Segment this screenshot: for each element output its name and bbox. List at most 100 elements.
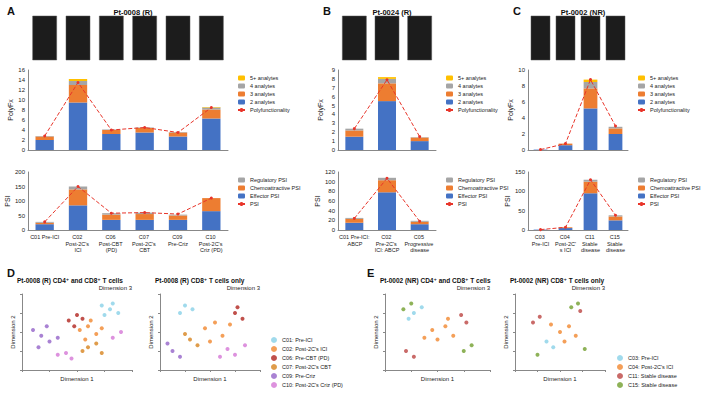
svg-text:PolyFx: PolyFx (317, 99, 325, 121)
svg-text:Pre-2C's: Pre-2C's (376, 241, 399, 247)
svg-text:Regulatory PSI: Regulatory PSI (250, 177, 287, 183)
svg-text:0: 0 (332, 227, 336, 233)
svg-text:0: 0 (522, 147, 526, 153)
svg-text:s ICI: s ICI (560, 247, 572, 253)
svg-text:Dimension 2: Dimension 2 (503, 315, 509, 349)
svg-text:CBT: CBT (139, 247, 151, 253)
svg-text:C04: C04 (560, 234, 572, 240)
svg-text:ICI: ABCP: ICI: ABCP (375, 247, 400, 253)
svg-text:6: 6 (22, 117, 26, 123)
svg-text:Pre-ICI: Pre-ICI (532, 241, 550, 247)
svg-text:Pt-0024 (R): Pt-0024 (R) (372, 8, 412, 17)
svg-text:C11: Stable disease: C11: Stable disease (628, 373, 677, 379)
svg-text:C10: Post-2C's Criz (PD): C10: Post-2C's Criz (PD) (282, 382, 343, 388)
svg-text:Post-2C's: Post-2C's (199, 241, 224, 247)
svg-text:10: 10 (18, 97, 25, 103)
svg-text:Dimension 2: Dimension 2 (10, 315, 16, 349)
svg-text:C02: C02 (381, 234, 393, 240)
svg-text:0: 0 (22, 227, 26, 233)
svg-text:0: 0 (522, 227, 526, 233)
svg-text:12: 12 (18, 87, 25, 93)
svg-text:5+ analytes: 5+ analytes (458, 75, 487, 81)
svg-text:8: 8 (522, 83, 526, 89)
svg-text:0: 0 (22, 147, 26, 153)
svg-text:2: 2 (22, 137, 26, 143)
svg-text:C01 Pre-ICI: C01 Pre-ICI (30, 234, 60, 240)
svg-text:disease: disease (581, 247, 600, 253)
svg-text:50: 50 (518, 208, 525, 214)
svg-text:PSI: PSI (650, 201, 659, 207)
svg-text:Pt-0002 (NR): Pt-0002 (NR) (561, 8, 606, 17)
svg-text:disease: disease (606, 247, 625, 253)
svg-text:2: 2 (522, 131, 526, 137)
svg-text:Dimension 3: Dimension 3 (457, 285, 491, 291)
svg-text:Pt-0002 (NR) CD4⁺ and CD8⁺ T c: Pt-0002 (NR) CD4⁺ and CD8⁺ T cells (380, 277, 491, 285)
svg-text:C04: Post-2C's ICI: C04: Post-2C's ICI (628, 364, 674, 370)
svg-text:5+ analytes: 5+ analytes (250, 75, 279, 81)
svg-text:Polyfunctionality: Polyfunctionality (650, 107, 690, 113)
svg-text:C01 Pre-ICI:: C01 Pre-ICI: (339, 234, 370, 240)
svg-text:6: 6 (332, 94, 336, 100)
svg-text:4 analytes: 4 analytes (250, 83, 275, 89)
svg-text:5: 5 (332, 103, 336, 109)
svg-text:4 analytes: 4 analytes (650, 83, 675, 89)
svg-text:150: 150 (515, 169, 526, 175)
svg-text:Dimension 2: Dimension 2 (148, 315, 154, 349)
svg-text:Chemoattractive PSI: Chemoattractive PSI (250, 185, 301, 191)
svg-text:100: 100 (15, 198, 26, 204)
svg-text:C06: C06 (106, 234, 118, 240)
svg-text:Effector PSI: Effector PSI (650, 193, 680, 199)
svg-text:50: 50 (18, 213, 25, 219)
svg-text:4: 4 (522, 115, 526, 121)
svg-text:Pt-0008 (R) CD8⁺ T cells only: Pt-0008 (R) CD8⁺ T cells only (155, 277, 245, 285)
svg-text:20: 20 (328, 217, 335, 223)
svg-text:Dimension 3: Dimension 3 (99, 285, 133, 291)
svg-text:200: 200 (15, 169, 26, 175)
svg-text:Regulatory PSI: Regulatory PSI (650, 177, 687, 183)
svg-text:Pt-0002 (NR) CD8⁺ T cells only: Pt-0002 (NR) CD8⁺ T cells only (510, 277, 604, 285)
svg-text:3 analytes: 3 analytes (458, 91, 483, 97)
svg-text:2 analytes: 2 analytes (650, 99, 675, 105)
svg-text:PolyFx: PolyFx (7, 99, 15, 121)
svg-text:C10: C10 (206, 234, 218, 240)
svg-text:PSI: PSI (504, 195, 511, 206)
svg-text:Stable: Stable (582, 241, 599, 247)
svg-text:Dimension 1: Dimension 1 (193, 376, 227, 382)
svg-text:Dimension 2: Dimension 2 (373, 315, 379, 349)
svg-text:3: 3 (332, 120, 336, 126)
svg-text:C07: Post-2C's CBT: C07: Post-2C's CBT (282, 364, 332, 370)
svg-text:PSI: PSI (458, 201, 467, 207)
svg-text:Post-2C': Post-2C' (555, 241, 576, 247)
svg-text:16: 16 (18, 67, 25, 73)
svg-text:B: B (323, 5, 331, 17)
svg-text:Dimension 3: Dimension 3 (572, 285, 606, 291)
svg-text:2 analytes: 2 analytes (458, 99, 483, 105)
svg-text:9: 9 (332, 67, 336, 73)
svg-text:Polyfunctionality: Polyfunctionality (458, 107, 498, 113)
svg-text:C02: Post-2C's ICI: C02: Post-2C's ICI (282, 346, 328, 352)
svg-text:Pt-0008 (R) CD4⁺ and CD8⁺ T ce: Pt-0008 (R) CD4⁺ and CD8⁺ T cells (17, 277, 123, 285)
svg-text:C06: Pre-CBT (PD): C06: Pre-CBT (PD) (282, 355, 329, 361)
svg-text:Regulatory PSI: Regulatory PSI (458, 177, 495, 183)
svg-text:40: 40 (328, 208, 335, 214)
svg-text:Pre-Criz: Pre-Criz (168, 241, 188, 247)
svg-text:E: E (367, 267, 374, 279)
svg-text:PSI: PSI (314, 195, 321, 206)
svg-text:ICI: ICI (74, 247, 82, 253)
svg-text:C02: C02 (72, 234, 84, 240)
svg-text:0: 0 (332, 147, 336, 153)
svg-text:C15: C15 (610, 234, 622, 240)
svg-text:Chemoattractive PSI: Chemoattractive PSI (650, 185, 701, 191)
svg-text:Post-2C's: Post-2C's (65, 241, 90, 247)
svg-text:C11: C11 (585, 234, 596, 240)
svg-text:ABCP: ABCP (346, 241, 363, 247)
svg-text:C09: C09 (172, 234, 184, 240)
svg-text:A: A (7, 5, 15, 17)
svg-text:80: 80 (328, 188, 335, 194)
svg-text:6: 6 (522, 99, 526, 105)
svg-text:C01: Pre-ICI: C01: Pre-ICI (282, 337, 313, 343)
svg-text:3 analytes: 3 analytes (250, 91, 275, 97)
svg-text:150: 150 (15, 184, 26, 190)
svg-text:Dimension 1: Dimension 1 (543, 376, 577, 382)
svg-text:C07: C07 (139, 234, 151, 240)
